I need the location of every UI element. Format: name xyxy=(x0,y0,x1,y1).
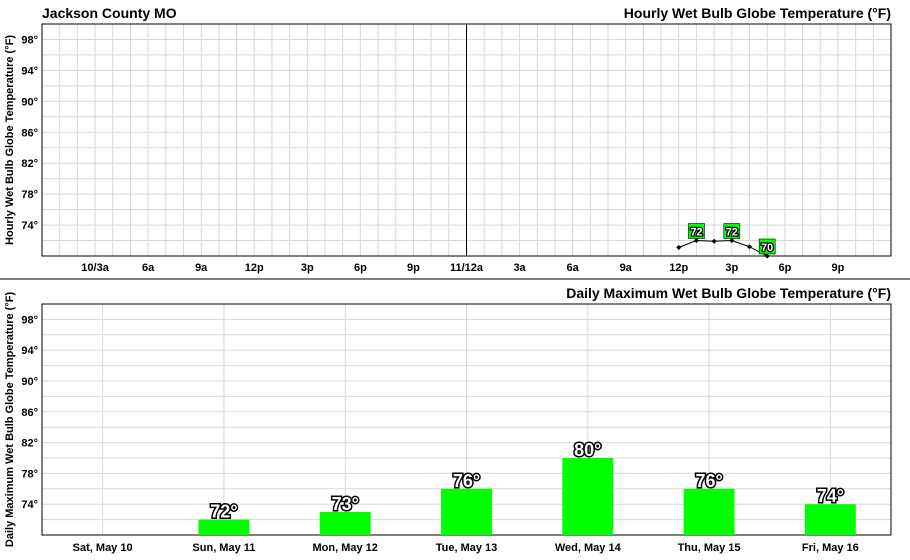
bar-value-label: 80° xyxy=(574,440,601,460)
bar xyxy=(683,488,735,535)
y-tick-label: 98° xyxy=(21,314,38,326)
x-tick-label: 3p xyxy=(301,262,314,274)
plot-frame xyxy=(41,23,892,257)
bar-value-label: 74° xyxy=(817,486,844,506)
y-tick-label: 78° xyxy=(21,468,38,480)
data-point xyxy=(764,253,770,259)
y-tick-label: 74° xyxy=(21,220,38,232)
data-point xyxy=(676,244,682,250)
bar-value-label: 76° xyxy=(695,471,722,491)
y-tick-label: 78° xyxy=(21,189,38,201)
hourly-chart-title: Hourly Wet Bulb Globe Temperature (°F) xyxy=(624,5,891,21)
location-title: Jackson County MO xyxy=(42,5,177,21)
bar-value-label: 76° xyxy=(453,471,480,491)
y-tick-label: 90° xyxy=(21,376,38,388)
y-tick-label: 74° xyxy=(21,499,38,511)
y-tick-label: 86° xyxy=(21,127,38,139)
x-tick-label: 9a xyxy=(620,262,633,274)
bar xyxy=(441,488,492,535)
daily-chart-title: Daily Maximum Wet Bulb Globe Temperature… xyxy=(566,285,891,301)
data-point xyxy=(693,238,699,244)
y-tick-label: 82° xyxy=(21,438,38,450)
y-axis-label: Daily Maximum Wet Bulb Globe Temperature… xyxy=(4,292,16,548)
y-tick-label: 82° xyxy=(21,158,38,170)
bar xyxy=(198,519,250,535)
x-tick-label: 3a xyxy=(513,262,526,274)
value-label: 72 xyxy=(726,227,738,239)
data-point xyxy=(747,244,752,250)
x-tick-label: 6p xyxy=(778,262,791,274)
data-point xyxy=(711,238,717,244)
x-tick-label: 12p xyxy=(669,262,688,274)
x-category-label: Thu, May 15 xyxy=(678,542,741,554)
x-tick-label: 12p xyxy=(245,262,264,274)
value-label-box xyxy=(688,223,705,239)
x-tick-label: 11/12a xyxy=(450,262,484,274)
x-category-label: Fri, May 16 xyxy=(802,542,859,554)
x-tick-label: 6a xyxy=(142,262,155,274)
x-tick-label: 6a xyxy=(567,262,580,274)
x-category-label: Mon, May 12 xyxy=(313,542,378,554)
bar xyxy=(319,511,371,535)
bar xyxy=(804,504,856,535)
y-tick-label: 98° xyxy=(21,34,38,46)
x-category-label: Sat, May 10 xyxy=(73,542,133,554)
bar xyxy=(562,458,614,535)
series-line xyxy=(678,240,768,257)
x-tick-label: 3p xyxy=(725,262,738,274)
x-category-label: Tue, May 13 xyxy=(436,542,498,554)
value-label-box xyxy=(723,223,741,239)
y-axis-label: Hourly Wet Bulb Globe Temperature (°F) xyxy=(4,35,16,245)
value-label: 70 xyxy=(761,242,773,254)
y-tick-label: 90° xyxy=(21,96,38,108)
x-tick-label: 9p xyxy=(407,262,420,274)
value-label-box xyxy=(758,238,776,255)
x-tick-label: 6p xyxy=(354,262,367,274)
y-tick-label: 94° xyxy=(21,345,38,357)
y-tick-label: 86° xyxy=(21,407,38,419)
data-point xyxy=(729,238,735,244)
value-label: 72 xyxy=(690,227,702,239)
x-tick-label: 9a xyxy=(195,262,208,274)
x-tick-label: 10/3a xyxy=(81,262,109,274)
hourly-wbgt-chart: 74° 78° 82° 86° 90° 94° 98° 10/3a 6a 9a 12p 3p 6p 9p 1… xyxy=(4,23,892,274)
x-category-label: Wed, May 14 xyxy=(555,542,622,554)
daily-max-wbgt-chart: 74° 78° 82° 86° 90° 94° 98° Sat, May 10 Sun, May… xyxy=(4,292,892,554)
bar-value-label: 72° xyxy=(210,502,237,522)
y-tick-label: 94° xyxy=(21,65,38,77)
bar-value-label: 73° xyxy=(332,494,359,514)
x-category-label: Sun, May 11 xyxy=(192,542,255,554)
x-tick-label: 9p xyxy=(832,262,845,274)
